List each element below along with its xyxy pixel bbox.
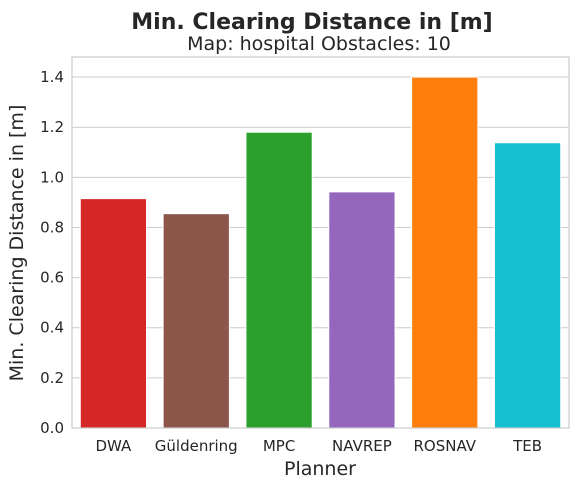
y-axis-label: Min. Clearing Distance in [m] bbox=[6, 105, 28, 382]
bars bbox=[79, 76, 562, 429]
chart-subtitle: Map: hospital Obstacles: 10 bbox=[187, 33, 451, 55]
y-tick-label: 0.2 bbox=[40, 369, 64, 387]
x-tick-label: NAVREP bbox=[332, 437, 392, 455]
y-tick-label: 1.4 bbox=[40, 68, 64, 86]
bar-mpc bbox=[245, 131, 313, 429]
grid-lines bbox=[72, 76, 569, 379]
x-tick-label: TEB bbox=[512, 437, 542, 455]
bar-dwa bbox=[79, 198, 148, 429]
plot-frame bbox=[71, 56, 570, 429]
bar-güldenring bbox=[162, 213, 230, 429]
x-tick-label: DWA bbox=[96, 437, 133, 455]
y-tick-label: 0.4 bbox=[40, 319, 64, 337]
chart-title: Min. Clearing Distance in [m] bbox=[131, 10, 492, 35]
x-axis-label: Planner bbox=[284, 458, 356, 480]
y-tick-label: 0.8 bbox=[40, 218, 64, 236]
bar-teb bbox=[493, 142, 562, 429]
y-tick-label: 1.2 bbox=[40, 118, 64, 136]
y-tick-label: 0.0 bbox=[40, 419, 64, 437]
y-tick-label: 1.0 bbox=[40, 168, 64, 186]
x-tick-label: MPC bbox=[263, 437, 295, 455]
y-tick-labels: 0.0 0.2 0.4 0.6 0.8 1.0 1.2 1.4 bbox=[40, 68, 64, 437]
x-tick-label: ROSNAV bbox=[413, 437, 476, 455]
x-tick-label: Güldenring bbox=[155, 437, 238, 455]
bar-navrep bbox=[328, 191, 396, 429]
bar-rosnav bbox=[411, 76, 479, 429]
x-tick-labels: DWA Güldenring MPC NAVREP ROSNAV TEB bbox=[96, 437, 543, 455]
y-tick-label: 0.6 bbox=[40, 269, 64, 287]
